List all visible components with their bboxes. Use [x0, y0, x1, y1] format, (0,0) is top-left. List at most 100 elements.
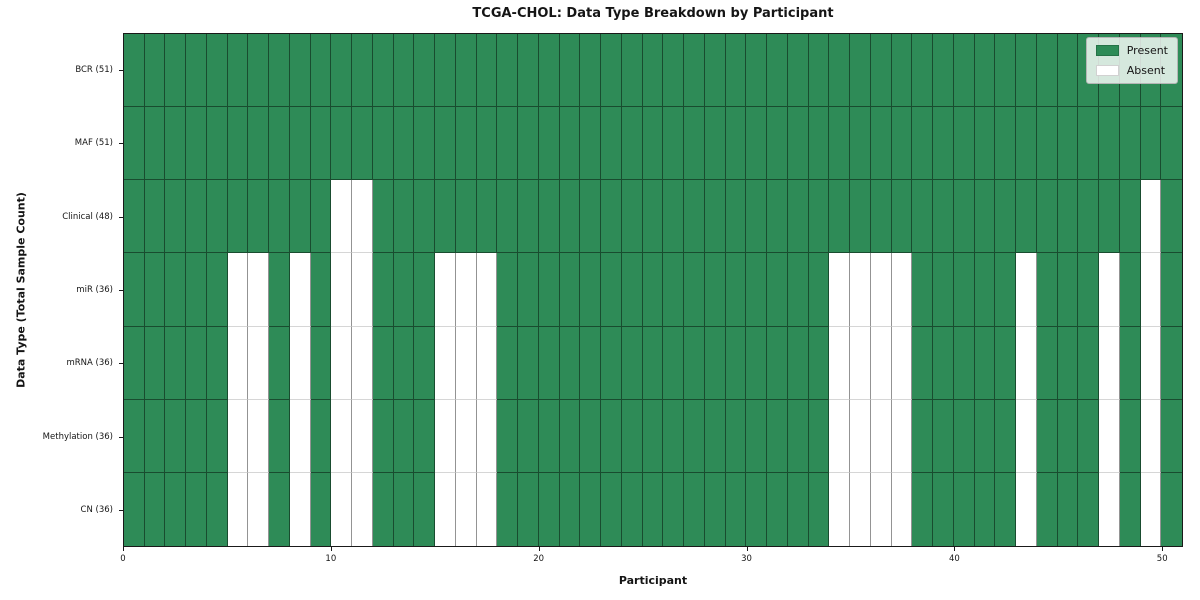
matrix-cell	[891, 107, 913, 181]
matrix-cell	[1016, 107, 1037, 181]
matrix-cell	[1078, 107, 1100, 181]
matrix-cell	[538, 399, 560, 473]
matrix-cell	[642, 472, 664, 546]
matrix-cell	[248, 253, 270, 327]
matrix-cell	[953, 472, 975, 546]
matrix-cell	[850, 107, 871, 181]
matrix-cell	[829, 180, 851, 254]
matrix-cell	[476, 107, 498, 181]
matrix-cell	[621, 399, 643, 473]
matrix-cell	[912, 326, 934, 400]
matrix-cell	[580, 399, 602, 473]
matrix-cell	[1161, 107, 1182, 181]
matrix-cell	[559, 107, 581, 181]
matrix-cell	[1099, 253, 1120, 327]
matrix-cell	[269, 107, 290, 181]
matrix-cell	[455, 326, 477, 400]
matrix-cell	[1036, 253, 1058, 327]
y-tick-label: MAF (51)	[74, 138, 113, 149]
matrix-cell	[414, 253, 436, 327]
matrix-cell	[269, 34, 290, 108]
matrix-cell	[124, 34, 145, 108]
legend-row-absent: Absent	[1095, 64, 1168, 77]
matrix-cell	[870, 326, 892, 400]
y-tick-mark	[119, 510, 123, 512]
present-label: Present	[1126, 44, 1168, 57]
matrix-cell	[352, 472, 373, 546]
matrix-cell	[684, 180, 705, 254]
matrix-cell	[518, 326, 539, 400]
matrix-cell	[310, 253, 332, 327]
y-axis: BCR (51) MAF (51) Clinical (48) miR (36) mRN…	[0, 33, 123, 547]
absent-swatch	[1095, 65, 1119, 76]
matrix-cell	[497, 180, 519, 254]
matrix-cell	[352, 253, 373, 327]
matrix-cell	[227, 472, 249, 546]
matrix-cell	[995, 180, 1017, 254]
matrix-cell	[580, 472, 602, 546]
y-tick-label: CN (36)	[80, 505, 113, 516]
matrix-cell	[829, 34, 851, 108]
matrix-cell	[518, 253, 539, 327]
matrix-cell	[206, 180, 228, 254]
matrix-cell	[186, 107, 207, 181]
matrix-cell	[621, 107, 643, 181]
matrix-cell	[580, 180, 602, 254]
matrix-cell	[850, 34, 871, 108]
matrix-cell	[538, 326, 560, 400]
matrix-cell	[912, 399, 934, 473]
matrix-cell	[414, 107, 436, 181]
matrix-cell	[124, 399, 145, 473]
matrix-cell	[144, 180, 166, 254]
matrix-cell	[995, 34, 1017, 108]
matrix-cell	[808, 253, 830, 327]
matrix-cell	[124, 326, 145, 400]
matrix-cell	[352, 326, 373, 400]
matrix-cell	[1057, 107, 1079, 181]
matrix-cell	[1036, 180, 1058, 254]
matrix-cell	[227, 399, 249, 473]
matrix-cell	[1140, 472, 1162, 546]
matrix-cell	[331, 472, 353, 546]
matrix-cell	[310, 107, 332, 181]
matrix-cell	[621, 326, 643, 400]
matrix-cell	[725, 399, 747, 473]
matrix-cell	[538, 180, 560, 254]
matrix-cell	[144, 399, 166, 473]
x-tick-mark	[123, 547, 124, 551]
matrix-cell	[393, 399, 415, 473]
heatmap-grid	[124, 34, 1182, 546]
matrix-cell	[684, 399, 705, 473]
matrix-cell	[1036, 399, 1058, 473]
matrix-cell	[953, 107, 975, 181]
matrix-cell	[601, 34, 622, 108]
matrix-cell	[1057, 34, 1079, 108]
matrix-cell	[725, 472, 747, 546]
matrix-cell	[808, 472, 830, 546]
matrix-cell	[124, 107, 145, 181]
matrix-cell	[497, 253, 519, 327]
matrix-cell	[601, 326, 622, 400]
matrix-cell	[497, 107, 519, 181]
matrix-cell	[953, 34, 975, 108]
matrix-cell	[767, 472, 788, 546]
matrix-cell	[995, 326, 1017, 400]
matrix-cell	[891, 253, 913, 327]
matrix-cell	[1119, 326, 1141, 400]
matrix-cell	[352, 34, 373, 108]
matrix-cell	[186, 399, 207, 473]
matrix-cell	[974, 107, 996, 181]
matrix-cell	[414, 180, 436, 254]
matrix-cell	[497, 326, 519, 400]
matrix-cell	[1161, 326, 1182, 400]
matrix-cell	[974, 326, 996, 400]
matrix-cell	[870, 107, 892, 181]
matrix-cell	[476, 326, 498, 400]
matrix-cell	[518, 180, 539, 254]
matrix-cell	[165, 34, 187, 108]
matrix-cell	[289, 34, 311, 108]
matrix-cell	[642, 326, 664, 400]
matrix-cell	[642, 253, 664, 327]
matrix-cell	[1057, 472, 1079, 546]
matrix-cell	[787, 34, 809, 108]
